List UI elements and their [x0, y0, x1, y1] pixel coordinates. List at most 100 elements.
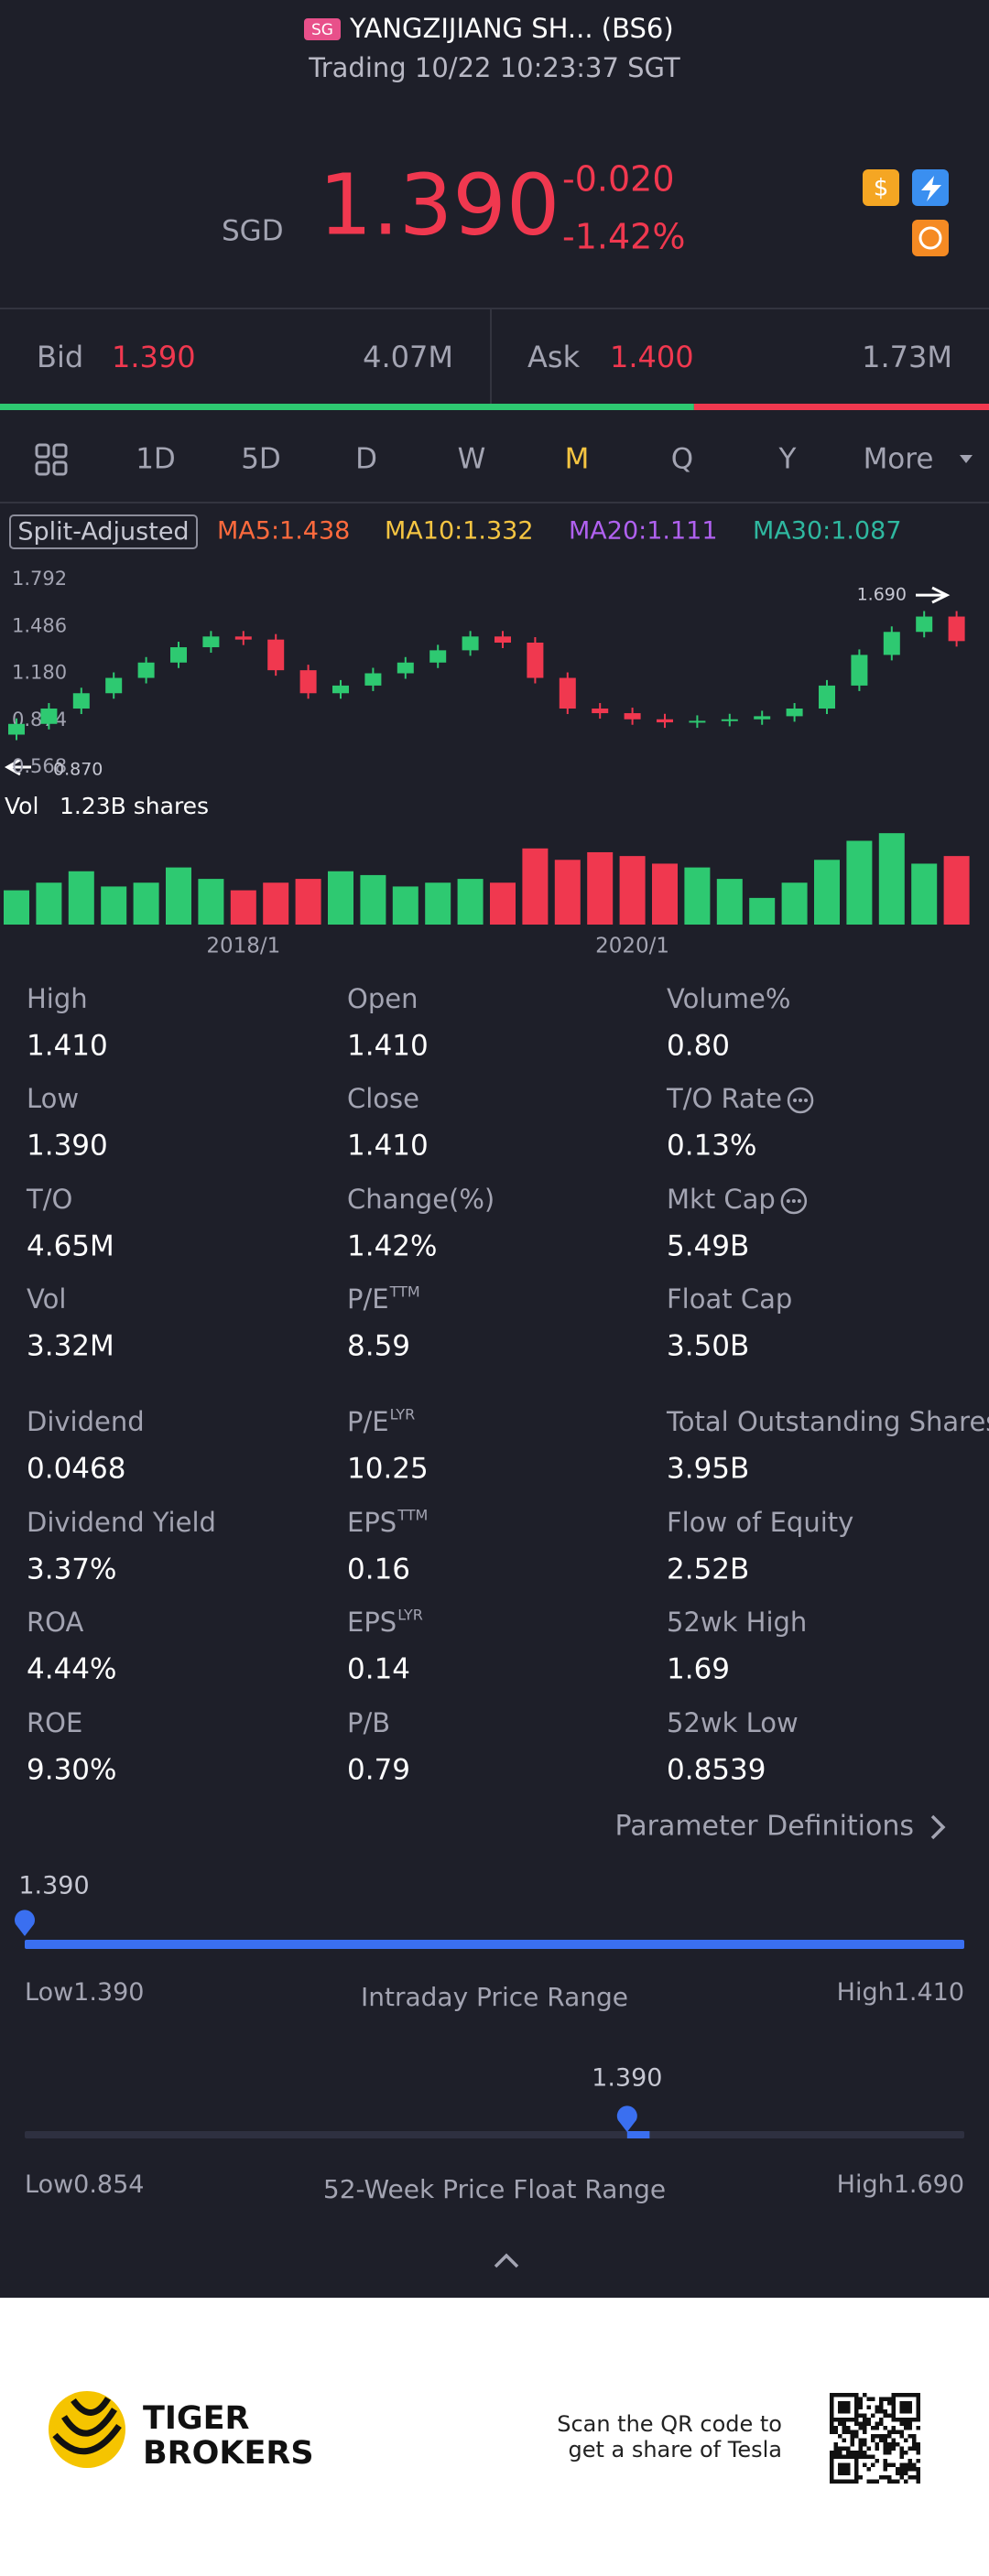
status: Trading 10/22 10:23:37 SGT [308, 52, 680, 83]
qr-cell [912, 2442, 917, 2447]
qr-cell [891, 2446, 896, 2451]
qr-cell [858, 2426, 863, 2430]
stat-value: 8.59 [347, 1330, 410, 1363]
vol-title: Vol [5, 793, 38, 819]
stat-label: EPS [347, 1507, 397, 1538]
tab[interactable]: 1D [136, 443, 176, 476]
candle [592, 709, 609, 714]
range-pin [15, 1910, 35, 1936]
qr-finder [830, 2393, 859, 2422]
stat-sup: LYR [390, 1406, 416, 1423]
brand: BROKERS [143, 2435, 314, 2472]
icon-glyph: $ [874, 175, 889, 202]
info-dot [797, 1199, 801, 1203]
tab[interactable]: Q [671, 443, 693, 476]
tab[interactable]: D [355, 443, 377, 476]
qr-cell [858, 2438, 863, 2442]
grid-icon[interactable] [35, 443, 68, 476]
qr-cell [879, 2475, 884, 2480]
qr-cell [907, 2459, 912, 2463]
qr-cell [896, 2430, 900, 2434]
parameter-link[interactable]: Parameter Definitions [614, 1811, 914, 1843]
info-icon[interactable] [787, 1087, 814, 1114]
volume-bar [295, 879, 321, 925]
qr-cell [916, 2479, 920, 2484]
qr-cell [907, 2446, 912, 2451]
volume-bar [911, 863, 938, 925]
qr-cell [858, 2451, 863, 2455]
qr-cell [846, 2451, 851, 2455]
icon[interactable] [912, 220, 949, 256]
qr-cell [838, 2451, 842, 2455]
qr-cell [887, 2401, 892, 2406]
volume-bar [490, 882, 516, 925]
bid-size: 4.07M [363, 340, 453, 374]
qr-cell [871, 2454, 875, 2459]
tab[interactable]: W [458, 443, 486, 476]
stat-label: T/O Rate [666, 1083, 782, 1114]
range-current: 1.390 [18, 1872, 89, 1900]
stat-label: ROA [27, 1607, 83, 1638]
qr-cell [866, 2479, 871, 2484]
qr-cell [875, 2479, 879, 2484]
qr-cell [904, 2451, 908, 2455]
qr-cell [904, 2421, 908, 2426]
bid-bar [0, 404, 694, 410]
qr-cell [904, 2438, 908, 2442]
stat-label: P/E [347, 1283, 389, 1315]
info-dot [804, 1099, 809, 1102]
stat-value: 3.95B [667, 1453, 749, 1486]
volume-bar [166, 867, 191, 925]
stat-value: 4.65M [27, 1230, 114, 1263]
volume-bar [392, 886, 418, 925]
qr-cell [875, 2434, 879, 2439]
bid-price: 1.390 [112, 340, 196, 374]
stat-value: 3.32M [27, 1330, 114, 1363]
qr-cell [916, 2451, 920, 2455]
qr-cell [871, 2479, 875, 2484]
stat-value: 0.13% [667, 1130, 756, 1163]
icon[interactable] [863, 169, 899, 206]
tab[interactable]: 5D [241, 443, 281, 476]
volume-bar [68, 871, 94, 925]
info-dot [791, 1199, 796, 1203]
stat-value: 0.16 [347, 1553, 410, 1586]
candle [786, 709, 803, 717]
qr-cell [887, 2446, 892, 2451]
range-low: Low1.390 [25, 1978, 144, 2007]
range-low-prefix: Low [25, 1978, 73, 2007]
high-label: 1.690 [857, 585, 907, 605]
ma-label: MA5:1.438 [217, 517, 350, 546]
arrow-right[interactable] [916, 586, 951, 604]
qr-cell [863, 2393, 867, 2397]
qr-cell [883, 2397, 887, 2401]
tab[interactable]: M [565, 443, 590, 476]
volume-bar [943, 856, 970, 925]
qr-finder [830, 2454, 859, 2484]
qr-cell [907, 2434, 912, 2439]
qr-cell [842, 2446, 846, 2451]
tab[interactable]: Y [778, 443, 797, 476]
tab[interactable]: More [864, 443, 934, 476]
icon-glyph [918, 226, 942, 250]
qr-cell [899, 2467, 904, 2472]
adjust-box[interactable] [9, 514, 198, 549]
range-track [25, 1940, 964, 1949]
collapse[interactable] [494, 2253, 519, 2268]
volume-bar [328, 871, 353, 925]
stat-label: 52wk Low [667, 1707, 799, 1738]
qr-cell [846, 2426, 851, 2430]
qr-cell [842, 2430, 846, 2434]
qr-cell [883, 2409, 887, 2414]
qr-cell [896, 2471, 900, 2475]
volume-bar [263, 882, 289, 925]
arrow-left[interactable] [4, 758, 31, 776]
range-high-value: 1.690 [894, 2170, 964, 2199]
qr-cell [916, 2471, 920, 2475]
volume-bar [814, 860, 840, 925]
qr-cell [875, 2459, 879, 2463]
qr-cell [838, 2421, 842, 2426]
info-icon[interactable] [780, 1187, 808, 1215]
info-dot [799, 1099, 803, 1102]
